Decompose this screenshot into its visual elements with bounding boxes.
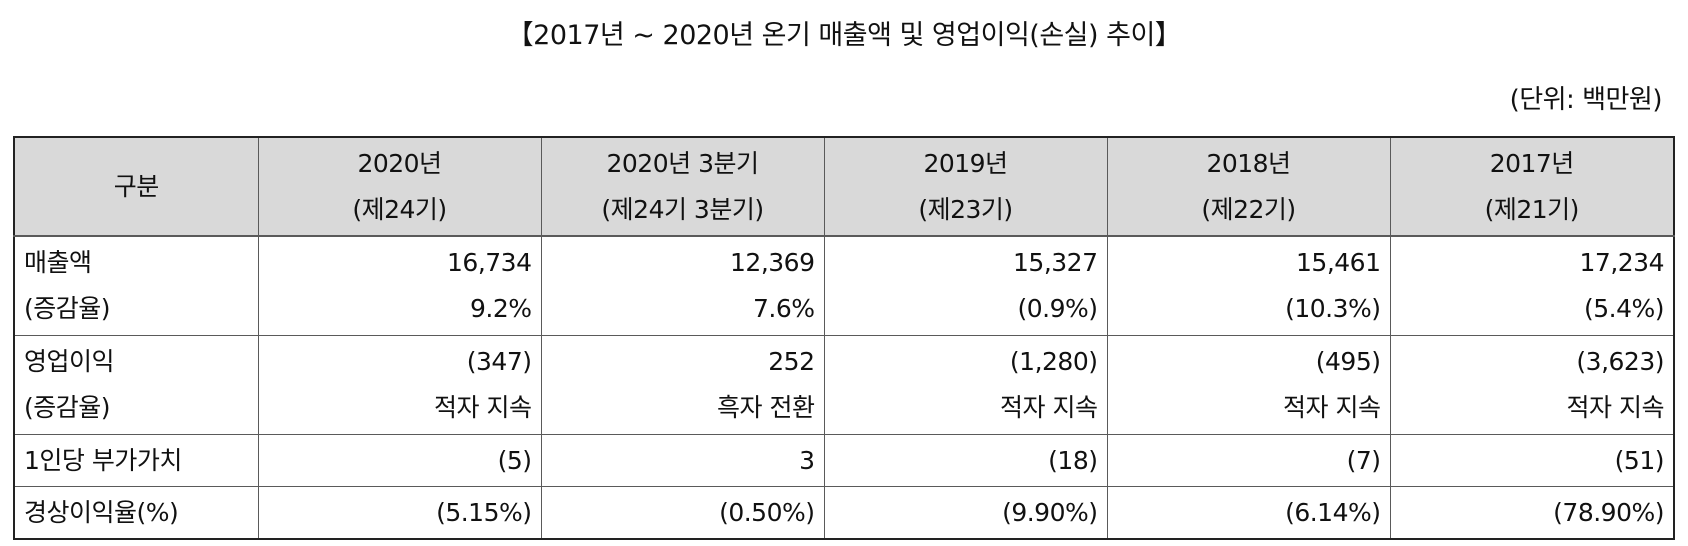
cell-value: (7) (1106, 434, 1391, 487)
cell-subvalue: 적자 지속 (434, 393, 532, 422)
table-row: 경상이익율(%) (5.15%) (0.50%) (9.90%) (6.14%)… (13, 486, 1675, 540)
value-cell: (495) 적자 지속 (1106, 335, 1391, 435)
cell-value: (347) (466, 347, 532, 376)
row-label: 경상이익율(%) (13, 486, 259, 540)
cell-subvalue: (10.3%) (1285, 294, 1381, 323)
cell-value: (9.90%) (823, 486, 1108, 540)
column-header: 2017년 (제21기) (1389, 136, 1675, 237)
cell-subvalue: 흑자 전환 (717, 393, 815, 422)
table-header-row: 구분 2020년 (제24기) 2020년 3분기 (제24기 3분기) 201… (13, 136, 1675, 237)
table-row: 영업이익 (증감율) (347) 적자 지속 252 흑자 전환 (1,280)… (13, 335, 1675, 435)
row-sublabel: (증감율) (24, 393, 111, 422)
value-cell: 15,327 (0.9%) (823, 235, 1108, 336)
cell-subvalue: 9.2% (469, 294, 532, 323)
value-cell: 252 흑자 전환 (540, 335, 825, 435)
page-title: 【2017년 ~ 2020년 온기 매출액 및 영업이익(손실) 추이】 (506, 20, 1182, 51)
cell-value: 17,234 (1579, 248, 1665, 277)
column-header: 2020년 3분기 (제24기 3분기) (540, 136, 825, 237)
cell-value: 15,461 (1296, 248, 1381, 277)
row-label: 1인당 부가가치 (13, 434, 259, 487)
row-sublabel: (증감율) (24, 294, 111, 323)
column-header: 2018년 (제22기) (1106, 136, 1391, 237)
cell-subvalue: (5.4%) (1583, 294, 1665, 323)
cell-subvalue: 적자 지속 (1000, 393, 1098, 422)
cell-subvalue: 7.6% (752, 294, 815, 323)
column-period: (제23기) (918, 194, 1013, 224)
value-cell: (3,623) 적자 지속 (1389, 335, 1675, 435)
row-label: 매출액 (24, 248, 92, 277)
cell-value: 252 (768, 347, 815, 376)
cell-subvalue: 적자 지속 (1566, 393, 1665, 422)
row-label-cell: 영업이익 (증감율) (13, 335, 259, 435)
column-period: (제24기 3분기) (601, 194, 764, 224)
cell-value: (495) (1315, 347, 1381, 376)
table-row: 1인당 부가가치 (5) 3 (18) (7) (51) (13, 434, 1675, 487)
column-period: (제22기) (1201, 194, 1296, 224)
value-cell: 17,234 (5.4%) (1389, 235, 1675, 336)
financial-table: 구분 2020년 (제24기) 2020년 3분기 (제24기 3분기) 201… (13, 136, 1675, 540)
cell-value: 12,369 (730, 248, 815, 277)
table-row: 매출액 (증감율) 16,734 9.2% 12,369 7.6% 15,327… (13, 235, 1675, 336)
unit-label: (단위: 백만원) (1509, 85, 1663, 115)
cell-value: (5) (257, 434, 542, 487)
value-cell: 12,369 7.6% (540, 235, 825, 336)
cell-value: (5.15%) (257, 486, 542, 540)
column-header: 2020년 (제24기) (257, 136, 542, 237)
column-year: 2017년 (1489, 148, 1575, 178)
value-cell: 16,734 9.2% (257, 235, 542, 336)
column-year: 2020년 (357, 148, 442, 178)
cell-subvalue: 적자 지속 (1283, 393, 1381, 422)
cell-value: (1,280) (1009, 347, 1098, 376)
row-label-cell: 매출액 (증감율) (13, 235, 259, 336)
cell-value: 16,734 (447, 248, 532, 277)
value-cell: 15,461 (10.3%) (1106, 235, 1391, 336)
cell-value: 15,327 (1013, 248, 1098, 277)
column-year: 2020년 3분기 (606, 148, 759, 178)
value-cell: (347) 적자 지속 (257, 335, 542, 435)
column-period: (제21기) (1484, 194, 1580, 224)
cell-value: (6.14%) (1106, 486, 1391, 540)
cell-value: (3,623) (1576, 347, 1664, 376)
cell-value: (0.50%) (540, 486, 825, 540)
column-period: (제24기) (352, 194, 447, 224)
cell-value: (18) (823, 434, 1108, 487)
column-year: 2019년 (923, 148, 1008, 178)
value-cell: (1,280) 적자 지속 (823, 335, 1108, 435)
header-corner: 구분 (13, 136, 259, 237)
cell-subvalue: (0.9%) (1017, 294, 1098, 323)
cell-value: (78.90%) (1389, 486, 1675, 540)
cell-value: (51) (1389, 434, 1675, 487)
column-header: 2019년 (제23기) (823, 136, 1108, 237)
cell-value: 3 (540, 434, 825, 487)
row-label: 영업이익 (24, 347, 115, 376)
column-year: 2018년 (1206, 148, 1291, 178)
